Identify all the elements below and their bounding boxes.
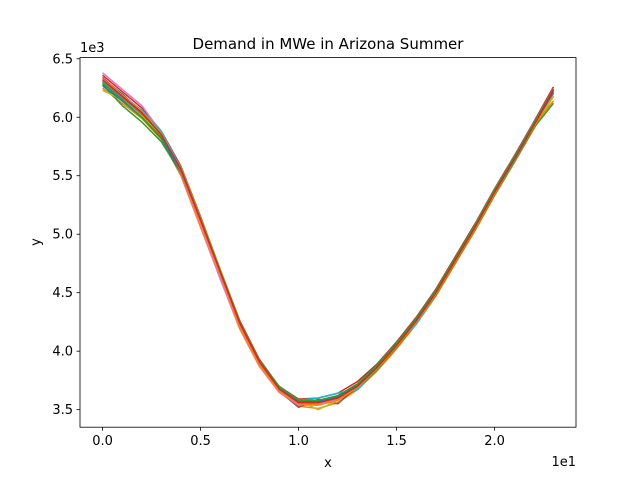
x-axis-label: x <box>324 456 332 471</box>
x-tick-label: 0.0 <box>92 434 113 449</box>
axes-layer <box>79 57 577 428</box>
y-axis-ticks: 3.5 4.0 4.5 5.0 5.5 6.0 6.5 <box>52 52 80 418</box>
y-tick-label: 6.0 <box>52 111 73 126</box>
y-axis-label: y <box>29 238 44 246</box>
x-axis-offset-label: 1e1 <box>551 455 576 470</box>
y-axis-offset-label: 1e3 <box>80 41 105 56</box>
y-tick-label: 5.0 <box>52 228 73 243</box>
x-tick-label: 2.0 <box>484 434 505 449</box>
series-line-14 <box>102 79 555 404</box>
y-tick-label: 3.5 <box>52 403 73 418</box>
plot-area <box>80 57 576 428</box>
y-tick-label: 6.5 <box>52 52 73 67</box>
y-tick-label: 4.0 <box>52 345 73 360</box>
plot-frame <box>79 57 577 428</box>
x-tick-label: 1.5 <box>386 434 407 449</box>
series-layer <box>102 72 555 411</box>
x-axis-ticks: 0.0 0.5 1.0 1.5 2.0 <box>92 427 505 449</box>
y-tick-label: 4.5 <box>52 286 73 301</box>
y-tick-label: 5.5 <box>52 169 73 184</box>
x-tick-label: 1.0 <box>288 434 309 449</box>
x-tick-label: 0.5 <box>190 434 211 449</box>
plot-background <box>80 57 576 428</box>
chart-title: Demand in MWe in Arizona Summer <box>193 35 465 53</box>
